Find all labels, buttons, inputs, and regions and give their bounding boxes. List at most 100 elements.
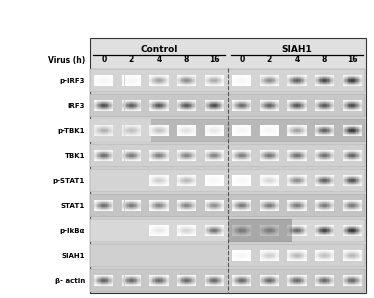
Bar bbox=[189, 201, 191, 202]
Bar bbox=[207, 185, 209, 186]
Bar bbox=[348, 156, 349, 157]
Bar bbox=[290, 84, 291, 85]
Bar bbox=[276, 200, 278, 201]
Bar bbox=[271, 282, 272, 283]
Bar bbox=[348, 85, 349, 86]
Bar bbox=[163, 157, 165, 158]
Bar bbox=[151, 150, 152, 151]
Bar bbox=[152, 160, 153, 161]
Bar bbox=[351, 260, 352, 261]
Bar bbox=[94, 135, 95, 136]
Bar bbox=[215, 84, 217, 85]
Bar bbox=[233, 227, 235, 228]
Bar bbox=[268, 278, 269, 279]
Bar bbox=[246, 202, 247, 203]
Bar bbox=[327, 150, 329, 151]
Bar bbox=[149, 79, 151, 80]
Bar bbox=[209, 152, 210, 153]
Bar bbox=[214, 282, 215, 283]
Bar bbox=[304, 135, 305, 136]
Bar bbox=[129, 283, 130, 284]
Bar bbox=[287, 229, 289, 230]
Bar bbox=[195, 225, 196, 226]
Bar bbox=[205, 105, 206, 106]
Bar bbox=[348, 128, 349, 129]
Bar bbox=[322, 200, 323, 201]
Bar bbox=[242, 105, 243, 106]
Bar bbox=[101, 156, 102, 157]
Bar bbox=[133, 152, 134, 153]
Bar bbox=[126, 284, 127, 285]
Bar bbox=[250, 232, 251, 233]
Bar bbox=[344, 155, 345, 156]
Bar bbox=[273, 251, 275, 252]
Bar bbox=[294, 260, 295, 261]
Bar bbox=[269, 132, 271, 133]
Bar bbox=[221, 231, 223, 232]
Bar bbox=[361, 110, 362, 111]
Bar bbox=[192, 231, 193, 232]
Bar bbox=[356, 205, 358, 206]
Bar bbox=[237, 233, 239, 234]
Bar bbox=[347, 254, 348, 255]
Bar bbox=[318, 101, 319, 102]
Bar bbox=[249, 205, 250, 206]
Bar bbox=[359, 160, 361, 161]
Bar bbox=[326, 208, 327, 209]
Bar bbox=[298, 153, 300, 154]
Bar bbox=[133, 125, 134, 126]
Bar bbox=[192, 205, 193, 206]
Bar bbox=[347, 75, 348, 76]
Bar bbox=[188, 103, 189, 104]
Bar bbox=[130, 201, 131, 202]
Bar bbox=[188, 175, 189, 176]
Bar bbox=[134, 280, 135, 281]
Bar bbox=[185, 285, 187, 286]
Bar bbox=[193, 235, 195, 236]
Bar bbox=[217, 282, 218, 283]
Bar bbox=[352, 185, 353, 186]
Bar bbox=[191, 231, 192, 232]
Bar bbox=[330, 79, 331, 80]
Bar bbox=[220, 225, 221, 226]
Bar bbox=[166, 100, 167, 101]
Bar bbox=[278, 85, 279, 86]
Bar bbox=[273, 154, 275, 155]
Bar bbox=[260, 110, 261, 111]
Bar bbox=[99, 280, 101, 281]
Bar bbox=[236, 85, 237, 86]
Bar bbox=[305, 204, 307, 205]
Bar bbox=[185, 150, 187, 151]
Bar bbox=[243, 225, 245, 226]
Bar bbox=[331, 229, 333, 230]
Bar bbox=[205, 233, 206, 234]
Bar bbox=[122, 79, 123, 80]
Bar bbox=[233, 160, 235, 161]
Bar bbox=[135, 152, 137, 153]
Bar bbox=[294, 226, 295, 227]
Bar bbox=[303, 153, 304, 154]
Bar bbox=[249, 255, 250, 256]
Bar bbox=[351, 182, 352, 183]
Bar bbox=[217, 157, 218, 158]
Bar bbox=[361, 253, 362, 254]
Bar bbox=[319, 85, 321, 86]
Bar bbox=[233, 176, 235, 177]
Bar bbox=[325, 232, 326, 233]
Bar bbox=[287, 257, 289, 258]
Bar bbox=[264, 176, 265, 177]
Bar bbox=[331, 209, 333, 210]
Bar bbox=[247, 101, 249, 102]
Bar bbox=[240, 156, 242, 157]
Bar bbox=[165, 178, 166, 179]
Bar bbox=[94, 150, 95, 151]
Bar bbox=[159, 154, 160, 155]
Bar bbox=[189, 279, 191, 280]
Bar bbox=[181, 179, 183, 180]
Bar bbox=[240, 135, 242, 136]
Bar bbox=[289, 109, 290, 110]
Bar bbox=[327, 159, 329, 160]
Bar bbox=[250, 206, 251, 207]
Bar bbox=[260, 85, 261, 86]
Bar bbox=[343, 254, 344, 255]
